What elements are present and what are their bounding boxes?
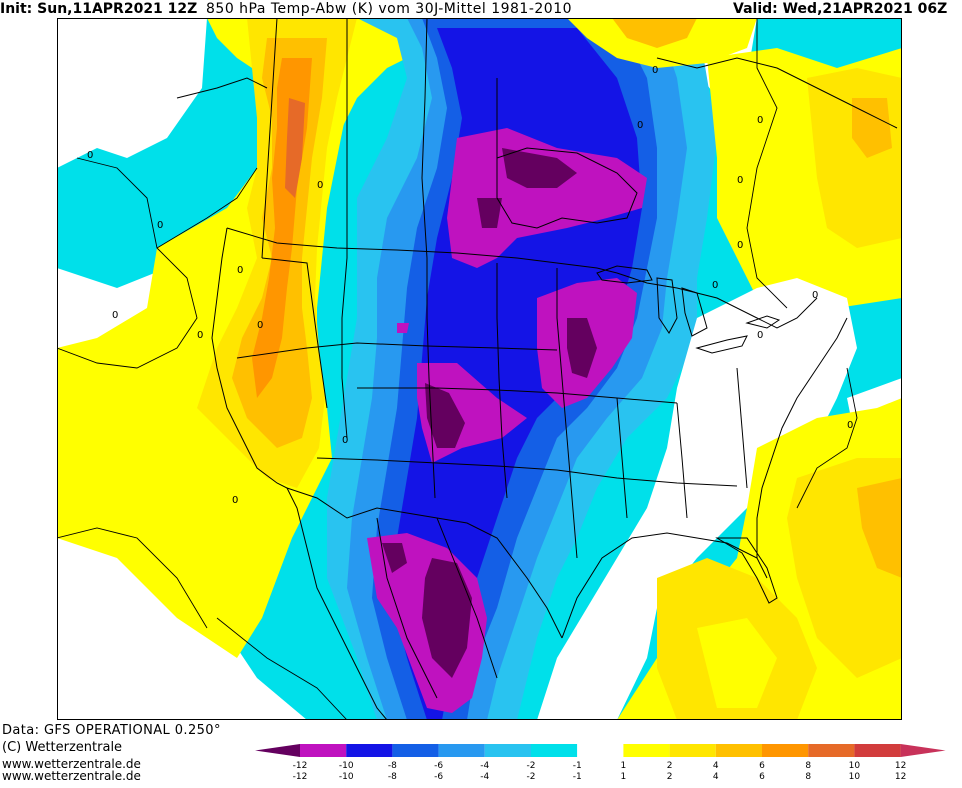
legend-tick-label-secondary: 10 (849, 772, 861, 782)
legend-tick-label: 4 (713, 761, 719, 771)
map-title: 850 hPa Temp-Abw (K) vom 30J-Mittel 1981… (206, 1, 573, 17)
legend-swatch (346, 744, 393, 757)
contour-label: 0 (637, 120, 643, 131)
valid-time-label: Valid: Wed,21APR2021 06Z (733, 1, 948, 17)
legend-swatch (531, 744, 578, 757)
legend-tick-label: -1 (573, 761, 582, 771)
contour-label: 0 (157, 220, 163, 231)
legend-tick-label-secondary: -6 (434, 772, 443, 782)
color-legend: -12 -12 -10 -10 -8 -8 -6 -6 -4 -4 -2 -2 -1 -1 1 1 2 2 4 4 6 6… (255, 742, 960, 786)
legend-swatch (854, 744, 901, 757)
legend-tick-label: -6 (434, 761, 443, 771)
legend-tick-label-secondary: -2 (527, 772, 536, 782)
contour-label: 0 (847, 420, 853, 431)
legend-swatch (300, 744, 347, 757)
color-legend-bar: -12-12-10-10-8-8-6-6-4-4-2-2-1-111224466… (255, 744, 946, 782)
init-time-label: Init: Sun,11APR2021 12Z (0, 1, 198, 17)
contour-label: 0 (812, 290, 818, 301)
contour-label: 0 (712, 280, 718, 291)
legend-tick-label-secondary: -10 (339, 772, 354, 782)
copyright-label: (C) Wetterzentrale (2, 740, 123, 755)
legend-swatch (762, 744, 809, 757)
contour-label: 0 (112, 310, 118, 321)
legend-tick-label: -8 (388, 761, 397, 771)
contour-label: 0 (257, 320, 263, 331)
website-link[interactable]: www.wetterzentrale.de (2, 757, 141, 771)
legend-tick-label-secondary: 8 (805, 772, 811, 782)
legend-swatch (669, 744, 716, 757)
legend-swatch (808, 744, 855, 757)
legend-swatch (438, 744, 485, 757)
legend-arrow-high (900, 744, 946, 757)
legend-tick-label: 6 (759, 761, 765, 771)
legend-tick-label: 10 (849, 761, 861, 771)
anomaly-map-canvas: 0 0 0 0 0 0 0 0 0 0 0 0 0 0 0 0 0 0 (57, 18, 902, 720)
legend-tick-label: -4 (480, 761, 489, 771)
contour-label: 0 (737, 175, 743, 186)
legend-tick-label-secondary: -4 (480, 772, 489, 782)
data-source-label: Data: GFS OPERATIONAL 0.250° (2, 723, 221, 738)
legend-swatch (715, 744, 762, 757)
legend-tick-label-secondary: 4 (713, 772, 719, 782)
contour-label: 0 (652, 65, 658, 76)
contour-label: 0 (757, 115, 763, 126)
legend-tick-label: -2 (527, 761, 536, 771)
legend-swatch (577, 744, 624, 757)
legend-arrow-low (255, 744, 300, 757)
legend-tick-label: 12 (895, 761, 906, 771)
contour-label: 0 (342, 435, 348, 446)
legend-tick-label: 8 (805, 761, 811, 771)
legend-swatch (392, 744, 439, 757)
contour-label: 0 (237, 265, 243, 276)
legend-tick-label-secondary: -12 (293, 772, 308, 782)
legend-tick-label: 1 (621, 761, 627, 771)
legend-tick-label-secondary: -1 (573, 772, 582, 782)
legend-tick-label-secondary: 2 (667, 772, 673, 782)
contour-label: 0 (317, 180, 323, 191)
legend-tick-label: -12 (293, 761, 308, 771)
contour-label: 0 (87, 150, 93, 161)
legend-swatch (623, 744, 670, 757)
legend-tick-label-secondary: 1 (621, 772, 627, 782)
website-link-secondary[interactable]: www.wetterzentrale.de (2, 769, 141, 783)
legend-swatch (484, 744, 531, 757)
legend-tick-label-secondary: -8 (388, 772, 397, 782)
contour-label: 0 (232, 495, 238, 506)
anomaly-map: 0 0 0 0 0 0 0 0 0 0 0 0 0 0 0 0 0 0 (57, 18, 902, 720)
contour-label: 0 (757, 330, 763, 341)
legend-tick-label: -10 (339, 761, 354, 771)
contour-label: 0 (197, 330, 203, 341)
legend-tick-label-secondary: 12 (895, 772, 906, 782)
legend-tick-label: 2 (667, 761, 673, 771)
contour-label: 0 (737, 240, 743, 251)
legend-tick-label-secondary: 6 (759, 772, 765, 782)
